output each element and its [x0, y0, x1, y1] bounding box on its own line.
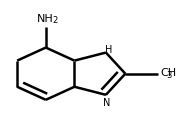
Text: CH: CH	[160, 68, 176, 78]
Text: NH: NH	[36, 14, 53, 24]
Text: N: N	[103, 98, 110, 107]
Text: H: H	[105, 45, 113, 55]
Text: 3: 3	[167, 71, 172, 80]
Text: 2: 2	[52, 16, 57, 25]
